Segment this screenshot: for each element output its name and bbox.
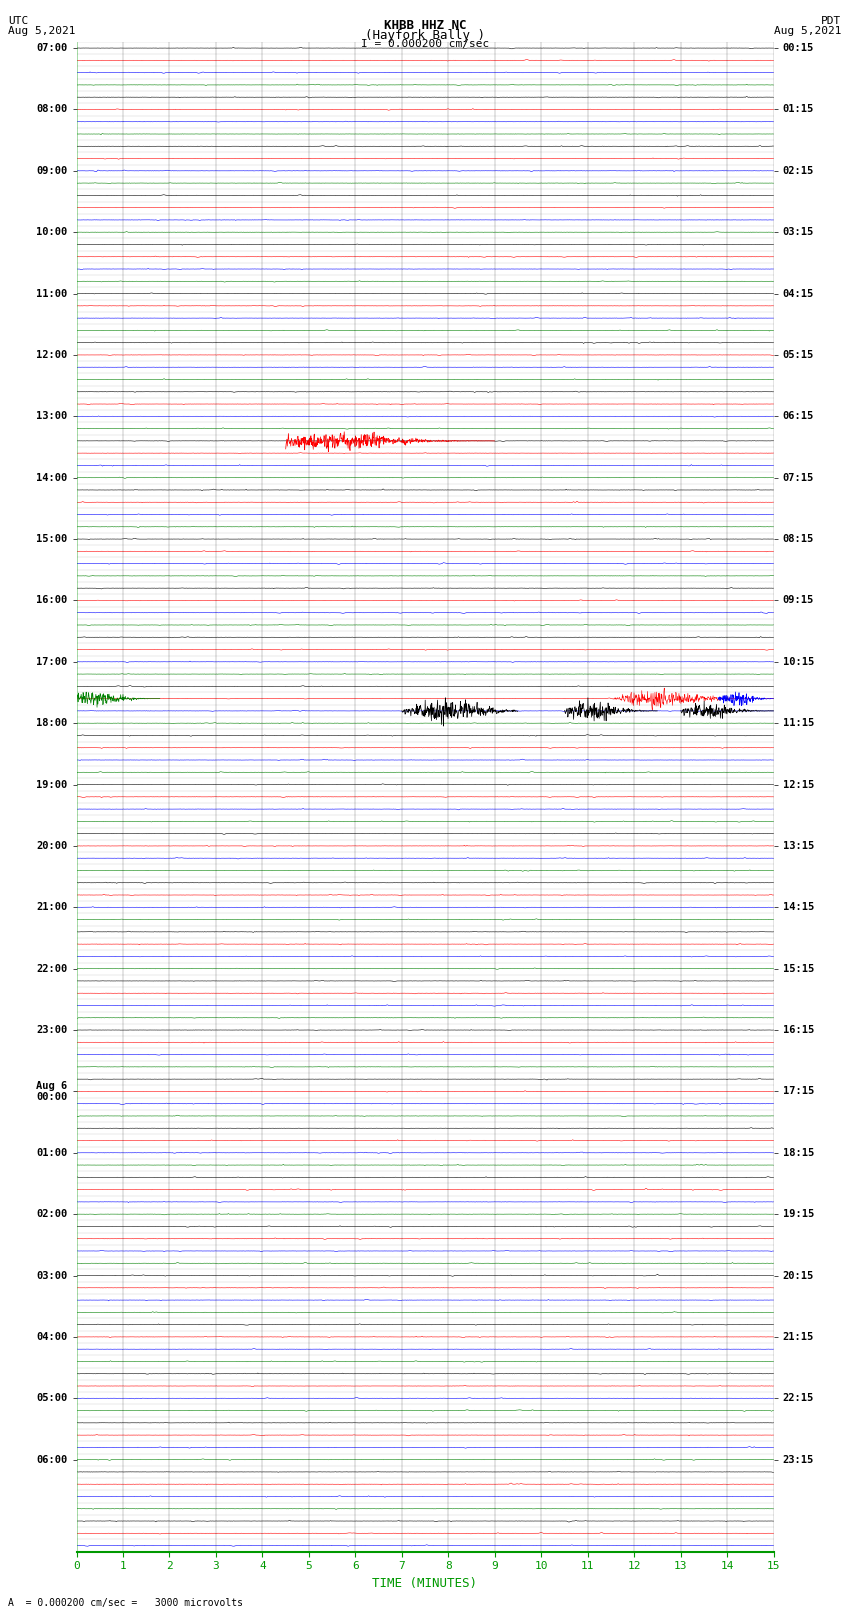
Text: KHBB HHZ NC: KHBB HHZ NC <box>383 19 467 32</box>
Text: UTC: UTC <box>8 16 29 26</box>
X-axis label: TIME (MINUTES): TIME (MINUTES) <box>372 1578 478 1590</box>
Text: A  = 0.000200 cm/sec =   3000 microvolts: A = 0.000200 cm/sec = 3000 microvolts <box>8 1598 243 1608</box>
Text: (Hayfork Bally ): (Hayfork Bally ) <box>365 29 485 42</box>
Text: I = 0.000200 cm/sec: I = 0.000200 cm/sec <box>361 39 489 48</box>
Text: PDT: PDT <box>821 16 842 26</box>
Text: Aug 5,2021: Aug 5,2021 <box>774 26 842 35</box>
Text: Aug 5,2021: Aug 5,2021 <box>8 26 76 35</box>
